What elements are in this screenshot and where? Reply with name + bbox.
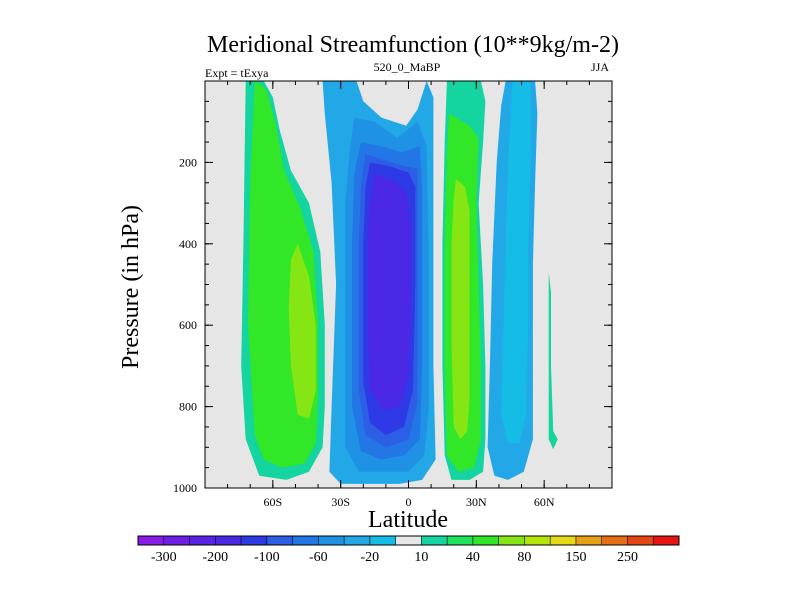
colorbar-label: 80 (517, 550, 531, 565)
colorbar-swatch (421, 536, 448, 545)
colorbar-swatch (241, 536, 268, 545)
x-tick-label: 30N (466, 495, 487, 509)
y-axis-label: Pressure (in hPa) (118, 205, 144, 369)
chart-title: Meridional Streamfunction (10**9kg/m-2) (207, 32, 619, 58)
colorbar-swatch (266, 536, 293, 545)
colorbar-swatch (163, 536, 190, 545)
sh-cell-80 (288, 243, 316, 419)
colorbar-swatch (575, 536, 603, 545)
colorbar-frame (137, 535, 680, 546)
x-tick-label: 30S (331, 495, 350, 509)
colorbar-label: 40 (466, 550, 480, 565)
colorbar-label: -60 (309, 550, 328, 565)
colorbar-swatch (138, 536, 165, 545)
center-label: 520_0_MaBP (374, 60, 441, 74)
contour-regions (241, 81, 558, 484)
y-tick-label: 600 (179, 318, 197, 332)
y-tick-label: 200 (179, 155, 197, 169)
colorbar-swatch (395, 536, 422, 545)
right-label: JJA (591, 60, 609, 74)
colorbar-swatch (653, 536, 680, 545)
x-tick-label: 60S (263, 495, 282, 509)
colorbar-label: -20 (361, 550, 380, 565)
nh-sliver (548, 272, 558, 450)
nh-cell-80 (451, 178, 470, 440)
colorbar-swatch (524, 536, 551, 545)
x-tick-label: 0 (406, 495, 412, 509)
y-tick-label: 800 (179, 400, 197, 414)
colorbar-swatch (369, 536, 396, 545)
colorbar-swatch (550, 536, 577, 545)
colorbar-swatch (344, 536, 371, 545)
left-label: Expt = tExya (205, 66, 269, 80)
y-tick-label: 1000 (173, 481, 197, 495)
colorbar-label: -100 (254, 550, 280, 565)
colorbar: -300 -200 -100 -60 -20 10 40 80 150 250 (137, 535, 680, 565)
colorbar-label: 150 (565, 550, 586, 565)
colorbar-swatch (318, 536, 345, 545)
colorbar-swatch (292, 536, 319, 545)
colorbar-label: -200 (202, 550, 228, 565)
axis-ticks: 60S 30S 0 30N 60N 200 400 600 800 1000 (173, 81, 613, 509)
y-tick-label: 400 (179, 237, 197, 251)
colorbar-swatch (472, 536, 499, 545)
colorbar-label: 250 (617, 550, 638, 565)
x-tick-label: 60N (534, 495, 555, 509)
colorbar-label: 10 (414, 550, 428, 565)
colorbar-swatch (601, 536, 628, 545)
colorbar-swatch (498, 536, 525, 545)
colorbar-swatch (447, 536, 474, 545)
eq-cell-150 (367, 174, 411, 411)
colorbar-swatch (189, 536, 216, 545)
colorbar-label: -300 (151, 550, 177, 565)
x-axis-label: Latitude (368, 507, 448, 533)
nh-cell-neg-20 (501, 81, 531, 444)
colorbar-swatch (627, 536, 654, 545)
colorbar-swatch (215, 536, 242, 545)
